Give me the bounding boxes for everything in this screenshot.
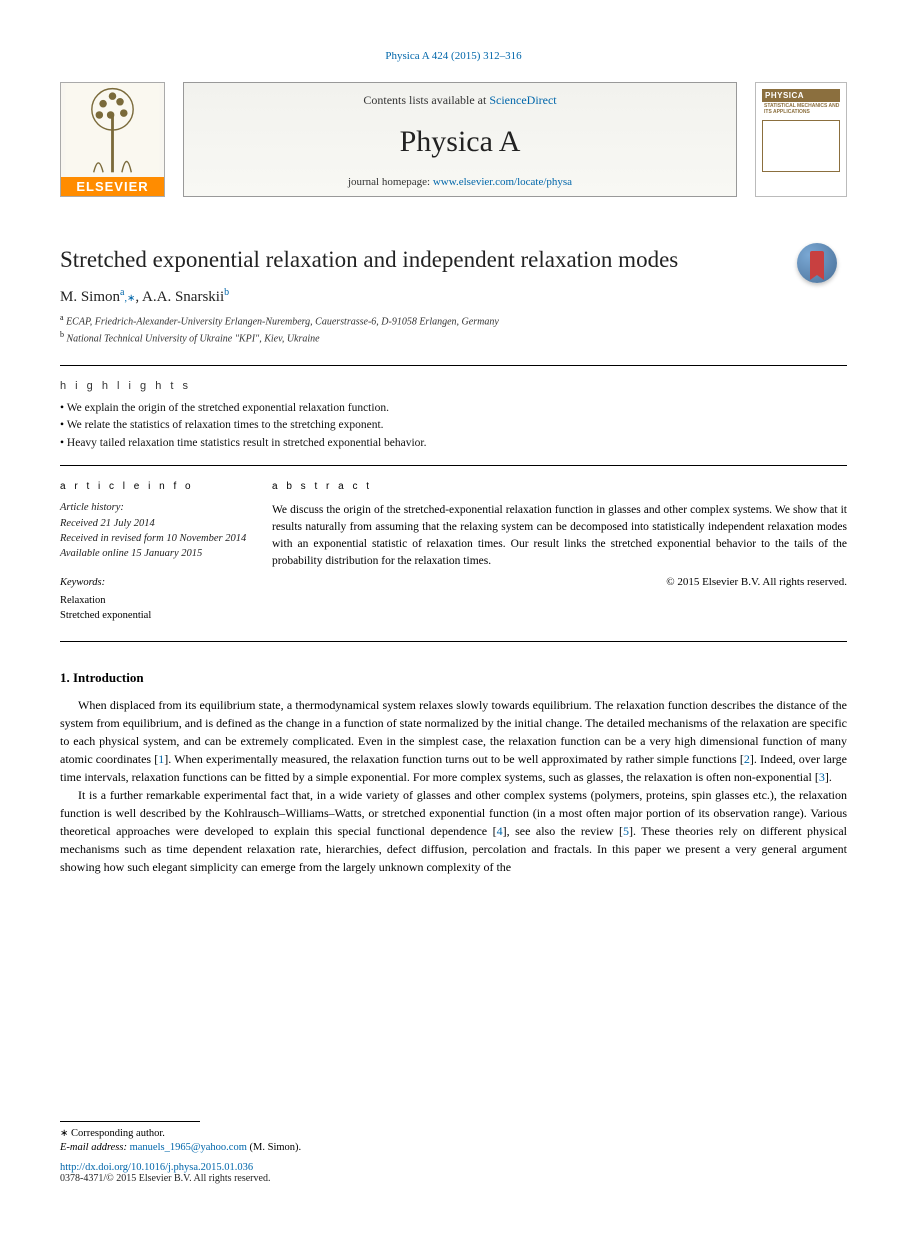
citation-line: Physica A 424 (2015) 312–316: [60, 50, 847, 62]
page-footer: ∗ Corresponding author. E-mail address: …: [60, 1121, 847, 1184]
author-list: M. Simona,∗, A.A. Snarskiib: [60, 287, 847, 306]
email-author-tail: (M. Simon).: [250, 1142, 302, 1153]
reference-link[interactable]: 5: [623, 824, 629, 838]
author-affil-marker: b: [224, 287, 229, 298]
crossmark-badge[interactable]: [797, 243, 837, 283]
journal-cover-thumb[interactable]: PHYSICA STATISTICAL MECHANICS AND ITS AP…: [755, 82, 847, 197]
affiliation-text: National Technical University of Ukraine…: [67, 334, 320, 345]
doi-link[interactable]: http://dx.doi.org/10.1016/j.physa.2015.0…: [60, 1162, 253, 1173]
history-line: Article history:: [60, 500, 248, 515]
cover-title: PHYSICA: [762, 89, 840, 102]
author-name[interactable]: A.A. Snarskii: [142, 289, 224, 305]
contents-available-line: Contents lists available at ScienceDirec…: [363, 93, 556, 108]
bookmark-icon: [810, 251, 824, 275]
copyright-line: © 2015 Elsevier B.V. All rights reserved…: [272, 575, 847, 591]
history-line: Available online 15 January 2015: [60, 546, 248, 561]
homepage-line: journal homepage: www.elsevier.com/locat…: [348, 176, 572, 188]
abstract-heading: a b s t r a c t: [272, 480, 847, 495]
doi-meta: 0378-4371/© 2015 Elsevier B.V. All right…: [60, 1173, 270, 1184]
author-email-link[interactable]: manuels_1965@yahoo.com: [130, 1142, 247, 1153]
keywords-heading: Keywords:: [60, 575, 248, 590]
highlight-item: We relate the statistics of relaxation t…: [60, 417, 847, 435]
footer-rule: [60, 1121, 200, 1122]
reference-link[interactable]: 4: [497, 824, 503, 838]
reference-link[interactable]: 2: [744, 752, 750, 766]
reference-link[interactable]: 3: [819, 770, 825, 784]
contents-box: Contents lists available at ScienceDirec…: [183, 82, 737, 197]
star-icon: ∗: [60, 1128, 68, 1139]
journal-header: ELSEVIER Contents lists available at Sci…: [60, 82, 847, 197]
journal-name: Physica A: [400, 125, 521, 159]
article-info-heading: a r t i c l e i n f o: [60, 480, 248, 495]
highlight-item: We explain the origin of the stretched e…: [60, 400, 847, 418]
keyword: Stretched exponential: [60, 608, 248, 623]
elsevier-tree-icon: [61, 83, 164, 177]
affiliation-text: ECAP, Friedrich-Alexander-University Erl…: [66, 316, 499, 327]
cover-subtitle: STATISTICAL MECHANICS AND ITS APPLICATIO…: [762, 102, 840, 115]
affiliation-marker: a: [60, 313, 64, 322]
email-label: E-mail address:: [60, 1142, 127, 1153]
affiliation-marker: b: [60, 330, 64, 339]
horizontal-rule: [60, 465, 847, 466]
homepage-link[interactable]: www.elsevier.com/locate/physa: [433, 176, 572, 188]
introduction-section: 1. Introduction When displaced from its …: [60, 670, 847, 876]
highlight-item: Heavy tailed relaxation time statistics …: [60, 435, 847, 453]
contents-prefix: Contents lists available at: [363, 93, 489, 107]
article-info: a r t i c l e i n f o Article history: R…: [60, 480, 248, 623]
highlights-section: h i g h l i g h t s We explain the origi…: [60, 380, 847, 453]
introduction-paragraph: When displaced from its equilibrium stat…: [60, 696, 847, 786]
horizontal-rule: [60, 641, 847, 642]
history-line: Received in revised form 10 November 201…: [60, 531, 248, 546]
introduction-paragraph: It is a further remarkable experimental …: [60, 786, 847, 876]
corresponding-label: Corresponding author.: [71, 1128, 165, 1139]
elsevier-logo[interactable]: ELSEVIER: [60, 82, 165, 197]
article-title: Stretched exponential relaxation and ind…: [60, 245, 720, 275]
section-number: 1.: [60, 670, 70, 685]
section-title: Introduction: [73, 670, 144, 685]
highlights-heading: h i g h l i g h t s: [60, 380, 847, 392]
affiliations: a ECAP, Friedrich-Alexander-University E…: [60, 312, 847, 347]
abstract-text: We discuss the origin of the stretched-e…: [272, 502, 847, 569]
horizontal-rule: [60, 365, 847, 366]
reference-link[interactable]: 1: [158, 752, 164, 766]
homepage-prefix: journal homepage:: [348, 176, 433, 188]
introduction-body: When displaced from its equilibrium stat…: [60, 696, 847, 876]
author-name[interactable]: M. Simon: [60, 289, 120, 305]
history-line: Received 21 July 2014: [60, 516, 248, 531]
corresponding-star-icon: ,∗: [124, 293, 135, 304]
abstract-section: a b s t r a c t We discuss the origin of…: [272, 480, 847, 623]
sciencedirect-link[interactable]: ScienceDirect: [489, 93, 556, 107]
elsevier-wordmark: ELSEVIER: [61, 177, 164, 196]
keyword: Relaxation: [60, 593, 248, 608]
cover-body-box: [762, 120, 840, 172]
